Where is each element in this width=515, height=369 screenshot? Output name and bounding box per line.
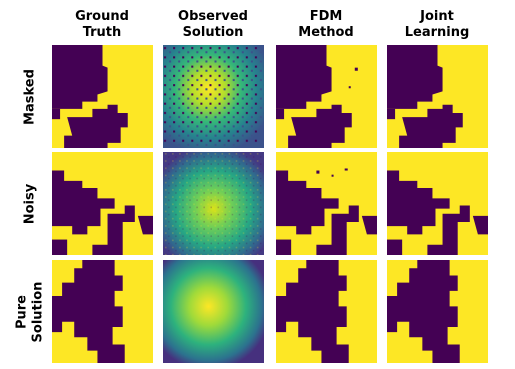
column-header: Ground — [75, 9, 129, 24]
panel — [276, 45, 377, 148]
column-header: Solution — [183, 25, 244, 40]
panel — [163, 152, 264, 255]
panel — [163, 260, 264, 363]
column-header: Joint — [419, 9, 454, 24]
panel — [387, 260, 488, 363]
column-header: Method — [298, 25, 353, 40]
panel — [52, 45, 153, 148]
panel — [276, 152, 377, 255]
column-header: Learning — [405, 25, 470, 40]
panel — [276, 260, 377, 363]
row-label: Solution — [31, 282, 46, 343]
row-label: Noisy — [23, 183, 38, 224]
panel — [52, 260, 153, 363]
panel — [387, 45, 488, 148]
panel — [387, 152, 488, 255]
column-header: Observed — [178, 9, 248, 24]
panel — [163, 45, 264, 148]
row-label: Masked — [23, 69, 38, 125]
panel — [52, 152, 153, 255]
row-label: Pure — [15, 295, 30, 329]
column-header: Truth — [83, 25, 122, 40]
column-header: FDM — [310, 9, 343, 24]
